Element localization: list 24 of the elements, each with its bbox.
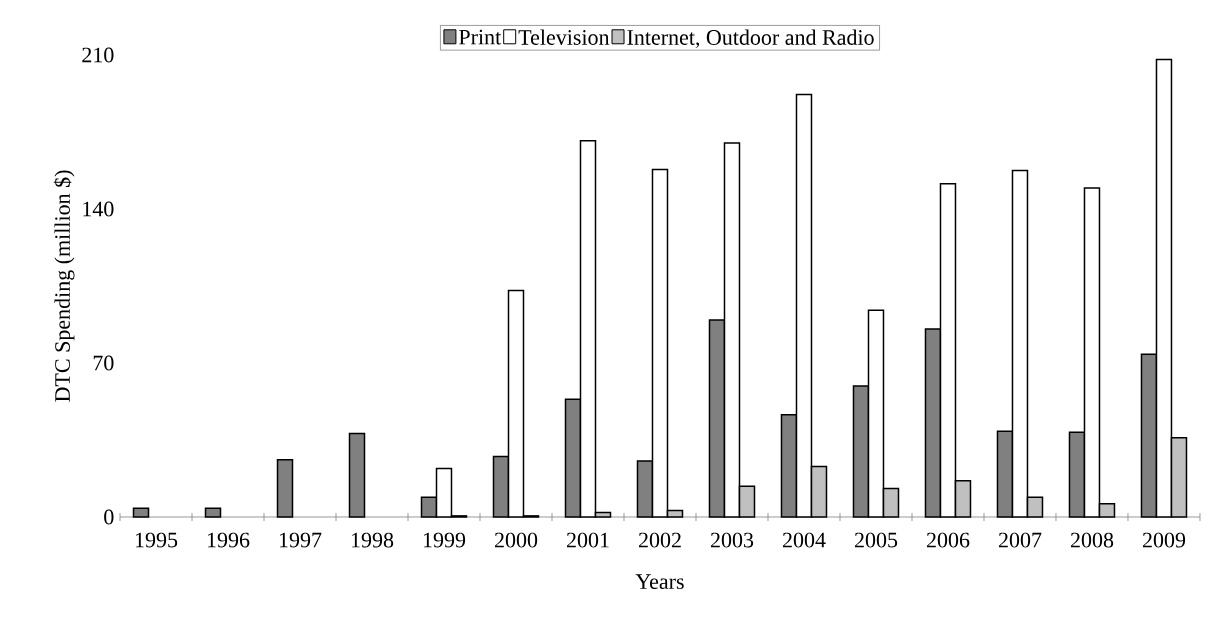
y-tick-label: 210	[82, 47, 114, 63]
x-tick-label: 2006	[926, 532, 970, 548]
legend-label: Internet, Outdoor and Radio	[627, 29, 874, 49]
y-tick-label: 140	[83, 201, 114, 217]
x-tick-label: 2002	[638, 532, 681, 548]
x-tick-label: 1995	[135, 532, 178, 548]
x-tick-label: 2007	[998, 532, 1042, 548]
x-tick-label: 2001	[566, 532, 609, 548]
x-tick-label: 2008	[1070, 532, 1114, 548]
x-tick-label: 2000	[494, 532, 538, 548]
x-axis-title: Years	[635, 574, 684, 589]
x-tick-label: 1996	[207, 532, 250, 548]
x-tick-label: 2005	[854, 532, 898, 548]
x-tick-label: 2009	[1142, 532, 1186, 548]
legend-label: Print	[459, 29, 502, 45]
x-tick-label: 1998	[351, 532, 394, 548]
y-tick-label: 70	[93, 355, 114, 371]
x-tick-label: 1999	[423, 532, 466, 548]
x-tick-label: 2004	[782, 532, 826, 548]
y-tick-label: 0	[104, 509, 114, 525]
legend-label: Television	[518, 29, 610, 45]
x-tick-label: 2003	[710, 532, 754, 548]
y-axis-title: DTC Spending (million $)	[53, 170, 75, 402]
x-tick-label: 1997	[279, 532, 322, 548]
